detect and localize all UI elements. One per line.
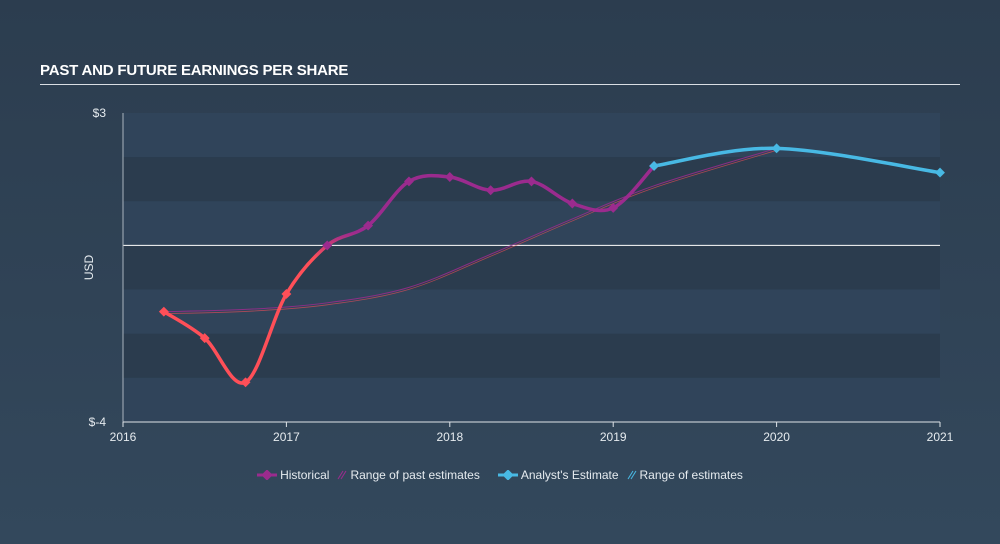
- chart-title: PAST AND FUTURE EARNINGS PER SHARE: [40, 62, 349, 79]
- historical-point: [240, 377, 251, 388]
- y-tick-label: $-4: [89, 415, 107, 429]
- historical-point: [526, 176, 537, 187]
- x-tick-label: 2018: [436, 430, 463, 444]
- legend-range[interactable]: Range of estimates: [627, 468, 743, 482]
- plot-band: [123, 245, 940, 290]
- chart-legend: Historical Range of past estimates Analy…: [0, 468, 1000, 482]
- historical-point: [608, 202, 619, 213]
- y-tick-label: $3: [93, 106, 107, 120]
- historical-legend-icon: [257, 470, 278, 480]
- title-divider: [40, 84, 960, 85]
- legend-analyst-estimate[interactable]: Analyst's Estimate: [497, 468, 619, 482]
- historical-point: [199, 333, 210, 344]
- estimate-point: [935, 167, 945, 178]
- past-estimates-range-line: [163, 149, 777, 315]
- historical-point: [404, 176, 414, 187]
- analyst-estimate-legend-icon: [497, 470, 518, 480]
- legend-historical[interactable]: Historical: [257, 468, 329, 482]
- estimate-point: [771, 143, 782, 154]
- y-axis-label: USD: [82, 255, 96, 281]
- historical-point: [158, 306, 169, 317]
- x-tick-label: 2016: [110, 430, 137, 444]
- estimate-point: [649, 161, 659, 171]
- x-tick-label: 2017: [273, 430, 300, 444]
- legend-range-label: Range of estimates: [639, 468, 743, 482]
- historical-point: [363, 220, 374, 231]
- legend-past-range-label: Range of past estimates: [350, 468, 480, 482]
- historical-point: [322, 240, 333, 251]
- plot-band: [123, 377, 940, 422]
- range-hatch-icon: [627, 470, 636, 480]
- past-estimates-range-line: [163, 147, 777, 313]
- plot-band: [123, 289, 940, 334]
- plot-band: [123, 201, 940, 246]
- x-tick-label: 2021: [927, 430, 954, 444]
- legend-past-range[interactable]: Range of past estimates: [337, 468, 480, 482]
- historical-point: [485, 185, 496, 196]
- legend-analyst-estimate-label: Analyst's Estimate: [520, 468, 619, 482]
- historical-point: [281, 289, 292, 299]
- historical-point: [567, 198, 578, 209]
- plot-band: [123, 333, 940, 378]
- x-tick-label: 2020: [763, 430, 790, 444]
- past-range-hatch-icon: [338, 470, 347, 480]
- legend-historical-label: Historical: [280, 468, 330, 482]
- historical-point: [444, 172, 455, 182]
- x-tick-label: 2019: [600, 430, 627, 444]
